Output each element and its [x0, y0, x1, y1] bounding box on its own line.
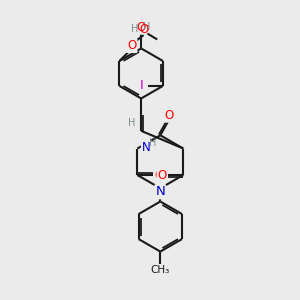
- Text: O: O: [127, 39, 136, 52]
- Text: N: N: [142, 141, 151, 154]
- Text: I: I: [140, 80, 143, 92]
- Text: O: O: [158, 169, 167, 182]
- Text: N: N: [155, 185, 165, 198]
- Text: O: O: [164, 109, 174, 122]
- Text: H: H: [131, 24, 138, 34]
- Text: O: O: [139, 23, 148, 36]
- Text: O: O: [154, 169, 163, 182]
- Text: H: H: [143, 22, 150, 32]
- Text: CH₃: CH₃: [151, 265, 170, 275]
- Text: H: H: [149, 138, 156, 148]
- Text: O: O: [136, 21, 146, 34]
- Text: H: H: [128, 118, 135, 128]
